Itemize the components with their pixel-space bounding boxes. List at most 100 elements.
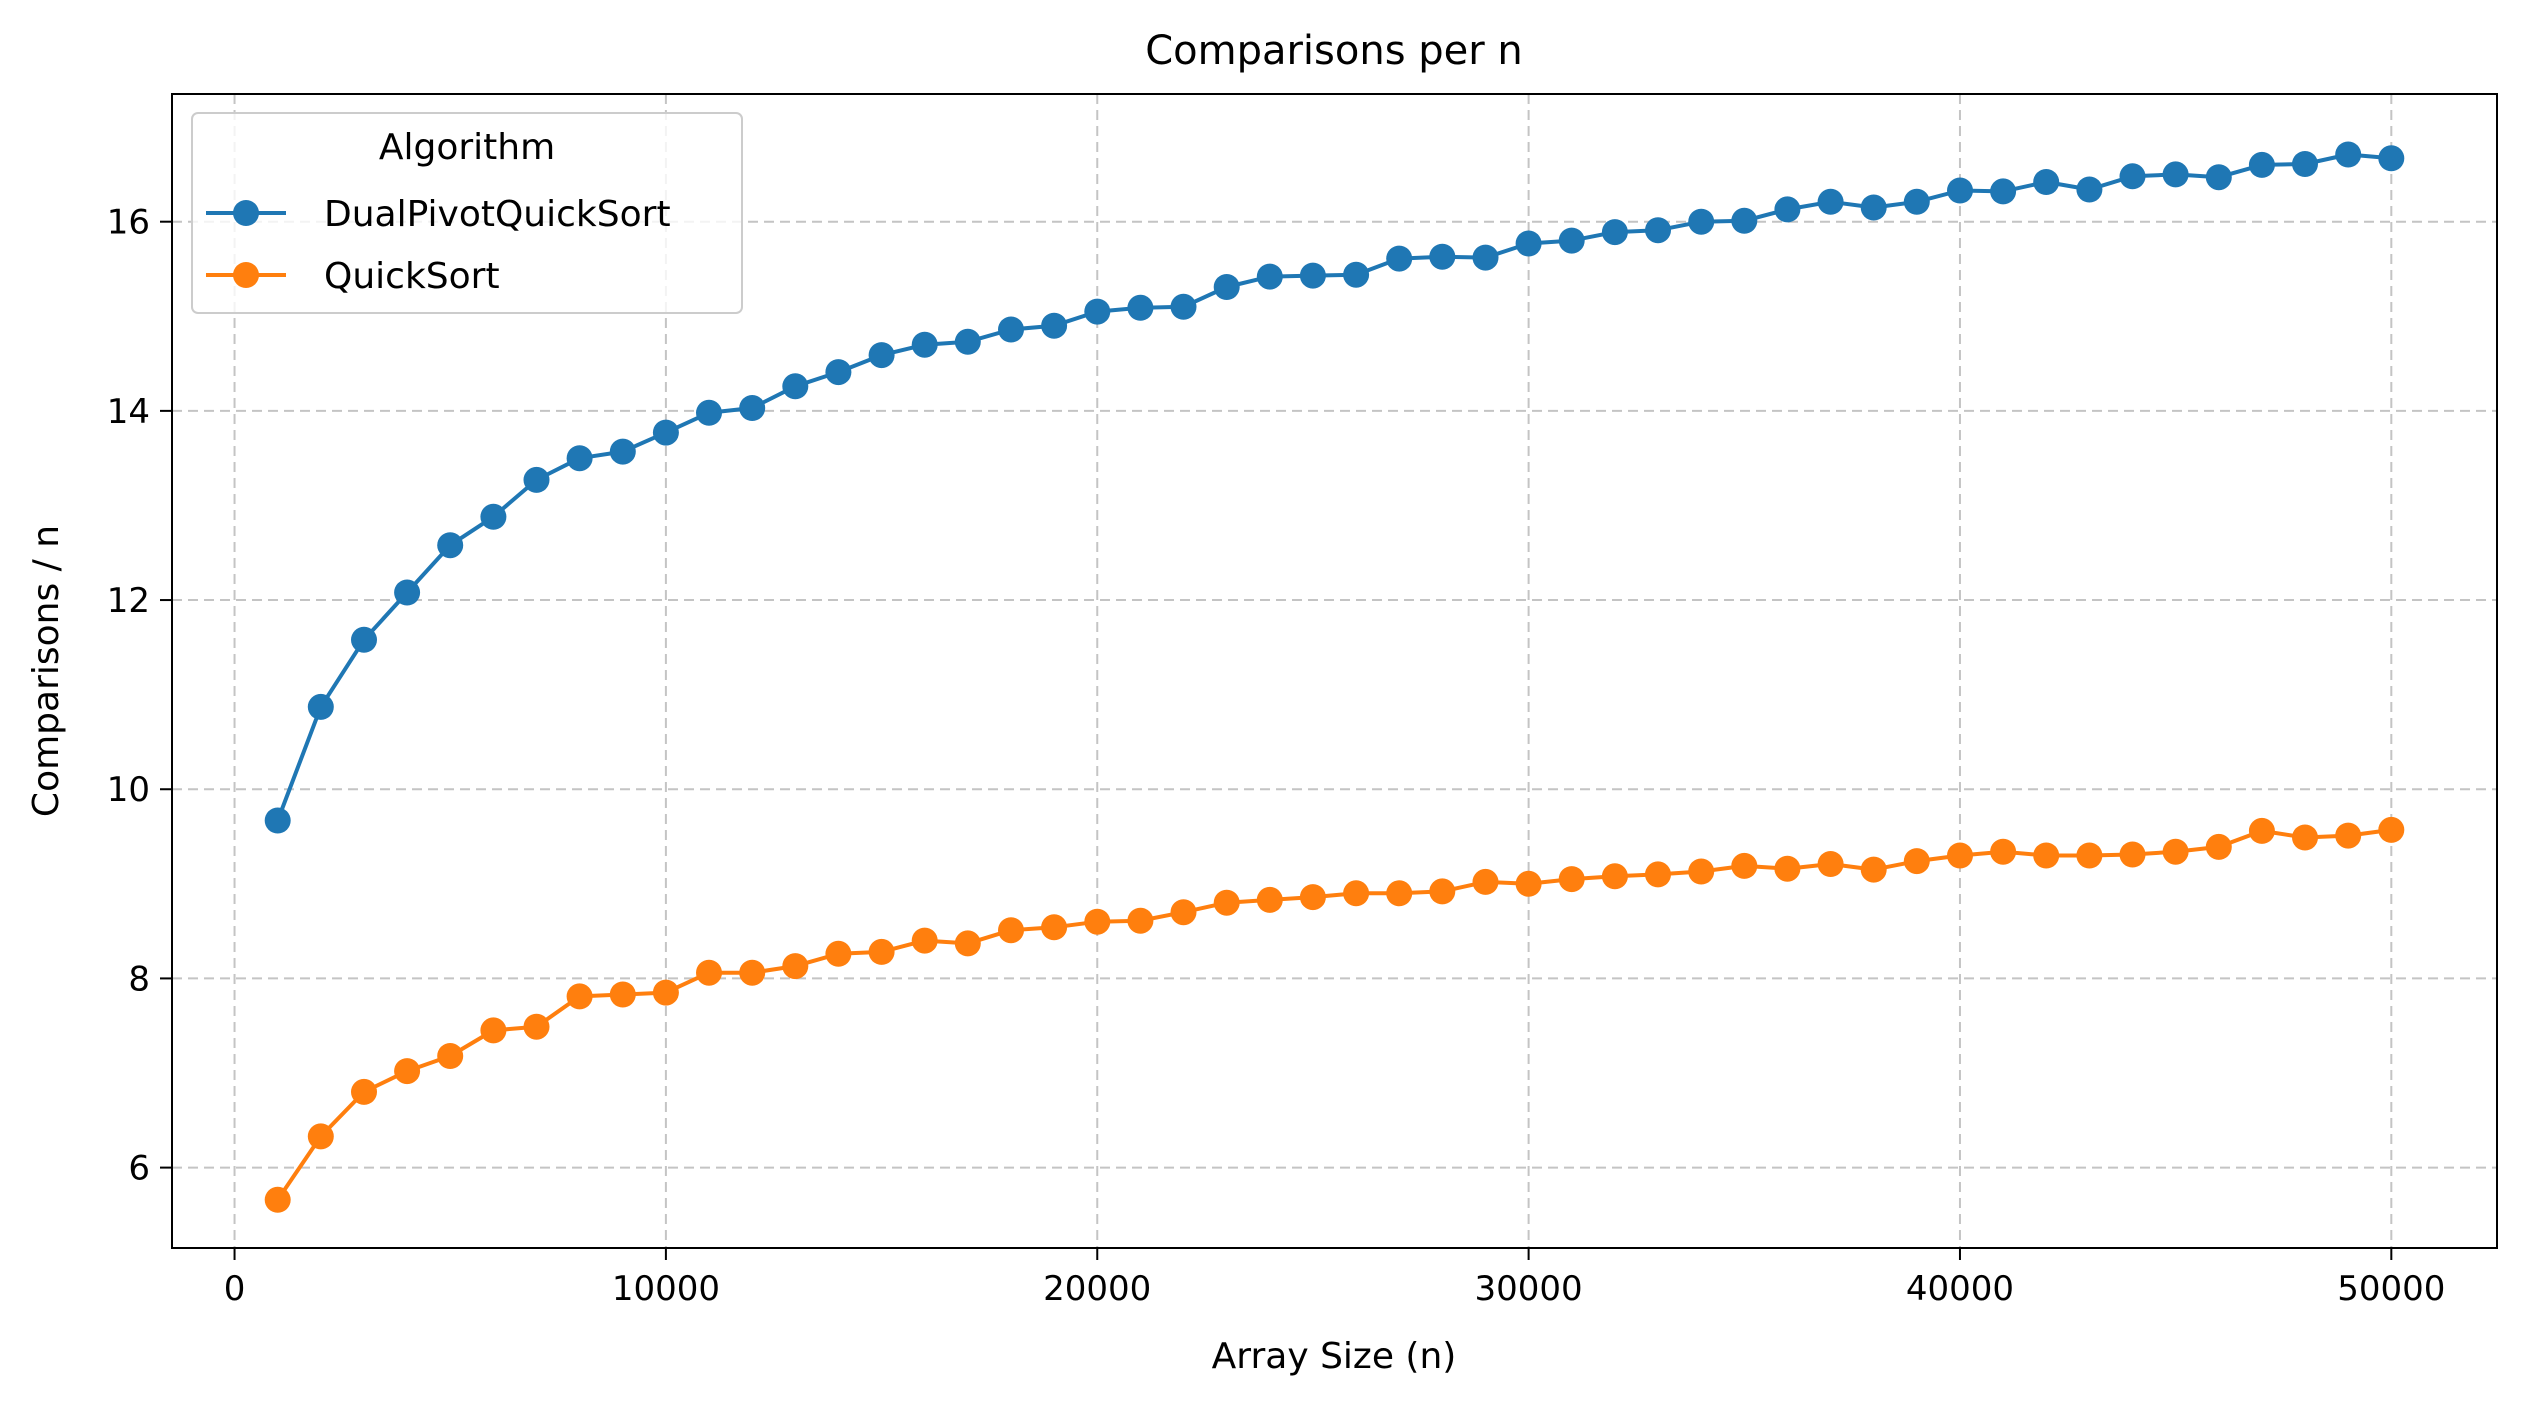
series-layer: [264, 141, 2405, 1213]
legend-label-dualpivotquicksort: DualPivotQuickSort: [324, 194, 671, 235]
data-point-dualpivotquicksort: [2205, 164, 2232, 191]
data-point-dualpivotquicksort: [1515, 230, 1542, 257]
data-point-dualpivotquicksort: [825, 359, 852, 386]
data-point-dualpivotquicksort: [1817, 188, 1844, 215]
data-point-quicksort: [1774, 855, 1801, 882]
data-point-quicksort: [1558, 866, 1585, 893]
data-point-dualpivotquicksort: [566, 445, 593, 472]
data-point-quicksort: [394, 1058, 421, 1085]
y-axis-label: Comparisons / n: [26, 525, 67, 817]
data-point-quicksort: [1990, 838, 2017, 865]
x-tick-label: 50000: [2337, 1269, 2445, 1309]
data-point-dualpivotquicksort: [1127, 294, 1154, 321]
y-tick-label: 16: [107, 203, 150, 243]
series-dualpivotquicksort: [264, 141, 2405, 834]
data-point-dualpivotquicksort: [394, 579, 421, 606]
data-point-quicksort: [480, 1017, 507, 1044]
data-point-quicksort: [1731, 852, 1758, 879]
data-point-quicksort: [1343, 880, 1370, 907]
data-point-quicksort: [1299, 884, 1326, 911]
data-point-dualpivotquicksort: [351, 626, 377, 653]
data-point-dualpivotquicksort: [1472, 244, 1499, 271]
data-point-quicksort: [307, 1123, 334, 1150]
y-axis-ticks: 6 8 10 12 14 16: [107, 203, 172, 1189]
plot-frame: [171, 93, 2498, 1249]
data-point-dualpivotquicksort: [2119, 163, 2146, 190]
data-point-quicksort: [1170, 899, 1197, 926]
legend-marker-dualpivotquicksort: [233, 200, 259, 226]
legend-box: [191, 112, 743, 314]
data-point-dualpivotquicksort: [696, 399, 722, 426]
data-point-quicksort: [609, 981, 636, 1008]
data-point-quicksort: [911, 927, 938, 954]
data-point-quicksort: [1947, 842, 1973, 869]
y-tick-label: 6: [128, 1149, 150, 1189]
data-point-dualpivotquicksort: [652, 419, 679, 446]
data-point-quicksort: [1084, 908, 1111, 935]
data-point-dualpivotquicksort: [1170, 293, 1197, 320]
data-point-quicksort: [1817, 851, 1844, 877]
data-point-dualpivotquicksort: [2248, 151, 2275, 178]
data-point-quicksort: [2335, 822, 2362, 849]
data-point-dualpivotquicksort: [2335, 141, 2362, 168]
data-point-dualpivotquicksort: [264, 807, 291, 834]
data-point-quicksort: [2205, 833, 2232, 860]
data-point-dualpivotquicksort: [1386, 245, 1413, 272]
y-tick-label: 8: [128, 959, 150, 999]
data-point-quicksort: [652, 979, 679, 1006]
data-point-quicksort: [2076, 842, 2103, 869]
data-point-quicksort: [2292, 824, 2318, 851]
data-point-dualpivotquicksort: [1903, 188, 1930, 215]
data-point-dualpivotquicksort: [782, 373, 809, 400]
data-point-dualpivotquicksort: [480, 503, 507, 530]
data-point-quicksort: [2162, 838, 2189, 865]
legend-label-quicksort: QuickSort: [324, 256, 500, 297]
data-point-quicksort: [1645, 861, 1671, 888]
data-point-quicksort: [351, 1078, 377, 1105]
data-point-quicksort: [264, 1186, 291, 1213]
data-point-dualpivotquicksort: [2076, 176, 2103, 203]
data-point-dualpivotquicksort: [523, 466, 550, 493]
series-quicksort: [264, 816, 2405, 1213]
data-point-quicksort: [998, 917, 1024, 944]
legend-title: Algorithm: [379, 127, 555, 168]
data-point-dualpivotquicksort: [2292, 151, 2318, 177]
data-point-dualpivotquicksort: [1645, 217, 1671, 244]
data-point-dualpivotquicksort: [1299, 262, 1326, 289]
x-tick-label: 20000: [1043, 1269, 1151, 1309]
data-point-dualpivotquicksort: [1860, 194, 1887, 221]
data-point-quicksort: [1127, 907, 1154, 934]
data-point-dualpivotquicksort: [2162, 161, 2189, 188]
data-point-quicksort: [2378, 816, 2405, 843]
data-point-dualpivotquicksort: [954, 328, 981, 355]
data-point-quicksort: [437, 1043, 464, 1069]
data-point-quicksort: [523, 1013, 550, 1040]
data-point-quicksort: [1903, 848, 1930, 875]
data-point-quicksort: [1472, 868, 1499, 895]
data-point-dualpivotquicksort: [437, 532, 464, 559]
data-point-dualpivotquicksort: [911, 331, 938, 358]
data-point-quicksort: [2033, 842, 2060, 869]
x-axis-ticks: 0 10000 20000 30000 40000 50000: [224, 1248, 2445, 1309]
data-point-dualpivotquicksort: [1947, 177, 1973, 204]
data-point-dualpivotquicksort: [1990, 178, 2017, 205]
x-tick-label: 30000: [1475, 1269, 1583, 1309]
data-point-quicksort: [1688, 858, 1715, 885]
legend: Algorithm DualPivotQuickSort QuickSort: [191, 112, 743, 314]
data-point-dualpivotquicksort: [1343, 261, 1370, 288]
data-point-quicksort: [1256, 886, 1283, 913]
data-point-dualpivotquicksort: [1041, 312, 1068, 339]
data-point-dualpivotquicksort: [1429, 243, 1456, 270]
data-point-dualpivotquicksort: [609, 438, 636, 465]
data-point-dualpivotquicksort: [2033, 169, 2060, 195]
data-point-dualpivotquicksort: [1558, 227, 1585, 254]
data-point-quicksort: [2119, 841, 2146, 868]
data-point-quicksort: [782, 953, 809, 980]
data-point-dualpivotquicksort: [307, 693, 334, 720]
data-point-quicksort: [1386, 880, 1413, 907]
data-point-dualpivotquicksort: [1774, 196, 1801, 223]
data-point-quicksort: [2248, 817, 2275, 844]
data-point-quicksort: [868, 938, 895, 965]
legend-marker-quicksort: [233, 262, 259, 288]
